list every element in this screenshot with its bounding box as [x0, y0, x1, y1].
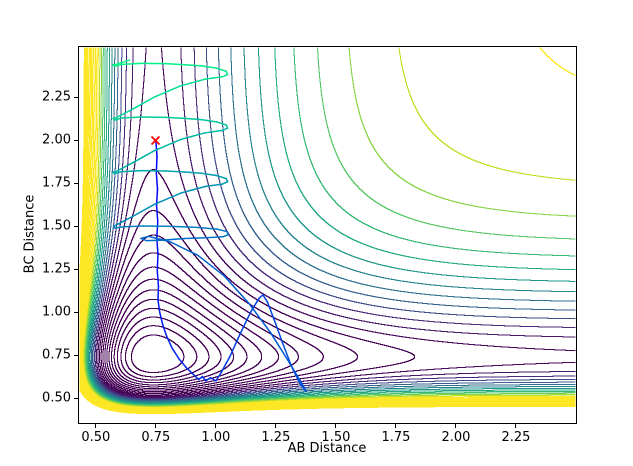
y-axis-label: BC Distance: [22, 194, 38, 274]
y-tick-mark: [74, 139, 78, 141]
x-tick-mark: [335, 424, 337, 428]
x-tick-mark: [455, 424, 457, 428]
y-tick-label: 1.00: [42, 304, 71, 320]
plot-area: [78, 46, 577, 424]
y-tick-label: 2.00: [42, 132, 71, 148]
y-tick-label: 1.25: [42, 261, 71, 277]
y-tick-label: 1.75: [42, 175, 71, 191]
x-axis-label: AB Distance: [287, 441, 367, 456]
y-tick-mark: [74, 354, 78, 356]
y-tick-label: 0.50: [42, 390, 71, 406]
x-tick-label: 1.25: [261, 430, 291, 445]
y-tick-mark: [74, 268, 78, 270]
y-tick-mark: [74, 182, 78, 184]
x-tick-label: 1.75: [381, 430, 411, 445]
x-tick-mark: [275, 424, 277, 428]
x-tick-label: 2.00: [441, 430, 471, 445]
x-tick-mark: [215, 424, 217, 428]
x-tick-label: 1.00: [201, 430, 231, 445]
x-tick-mark: [515, 424, 517, 428]
y-tick-mark: [74, 96, 78, 98]
x-tick-mark: [95, 424, 97, 428]
start-marker-x-icon: [151, 135, 161, 145]
y-tick-label: 1.50: [42, 218, 71, 234]
x-tick-mark: [395, 424, 397, 428]
x-tick-label: 2.25: [501, 430, 531, 445]
y-tick-label: 0.75: [42, 347, 71, 363]
x-tick-mark: [155, 424, 157, 428]
y-tick-mark: [74, 397, 78, 399]
x-tick-label: 0.75: [141, 430, 171, 445]
contour-plot-canvas: [79, 47, 576, 423]
y-tick-mark: [74, 225, 78, 227]
x-tick-label: 1.50: [321, 430, 351, 445]
x-tick-label: 0.50: [81, 430, 111, 445]
y-tick-label: 2.25: [42, 89, 71, 105]
y-tick-mark: [74, 311, 78, 313]
